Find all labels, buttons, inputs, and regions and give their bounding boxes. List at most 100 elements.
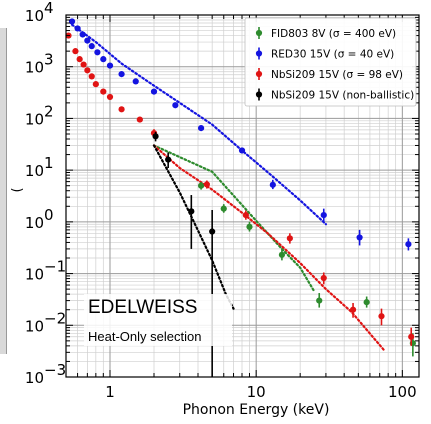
- data-point-series-2: [349, 302, 357, 318]
- y-tick-label-base: 10: [25, 110, 44, 128]
- data-point-series-1: [118, 70, 125, 78]
- x-tick-labels: 1 10 100: [105, 383, 416, 401]
- marker: [320, 274, 327, 282]
- marker: [238, 147, 246, 154]
- y-tick-label-exponent: −2: [44, 309, 66, 327]
- data-point-series-1: [172, 102, 179, 109]
- legend-box: [244, 17, 417, 107]
- marker: [84, 67, 91, 74]
- data-point-series-2: [408, 327, 415, 346]
- marker: [118, 106, 125, 113]
- y-axis-label-fragment: (: [10, 187, 25, 192]
- marker: [203, 181, 210, 188]
- data-point-series-2: [118, 106, 125, 113]
- data-point-series-3: [152, 131, 159, 142]
- data-points: [65, 18, 416, 377]
- data-point-series-1: [238, 147, 246, 154]
- y-tick-label-base: 10: [25, 266, 44, 284]
- marker: [150, 88, 158, 95]
- annotation-edelweiss: EDELWEISS: [88, 297, 197, 318]
- marker: [88, 43, 95, 50]
- marker: [320, 212, 327, 219]
- data-point-series-1: [94, 49, 101, 56]
- y-tick-label-base: 10: [25, 59, 44, 77]
- marker: [92, 81, 99, 88]
- y-tick-label: 10 −3: [25, 361, 66, 387]
- data-point-series-1: [100, 56, 107, 63]
- marker: [269, 181, 276, 188]
- y-tick-label-base: 10: [25, 369, 44, 387]
- legend-label: NbSi209 15V (non-ballistic): [271, 90, 414, 102]
- data-point-series-0: [246, 221, 253, 232]
- x-tick-label: 10: [247, 383, 266, 401]
- y-tick-label-exponent: 1: [44, 154, 54, 172]
- x-tick-label: 100: [388, 383, 417, 401]
- data-point-series-1: [84, 37, 91, 44]
- data-point-series-2: [242, 210, 249, 220]
- legend-marker: [255, 91, 263, 98]
- annotation-heat-only-selection: Heat-Only selection: [88, 329, 201, 344]
- marker: [79, 31, 86, 38]
- y-tick-label: 10 −2: [25, 309, 66, 335]
- data-point-series-2: [320, 272, 327, 285]
- data-point-series-1: [74, 25, 81, 32]
- legend-entry-3: NbSi209 15V (non-ballistic): [255, 88, 414, 102]
- data-point-series-2: [72, 48, 79, 55]
- data-point-series-1: [320, 208, 327, 222]
- marker: [152, 133, 159, 140]
- marker: [88, 73, 95, 80]
- marker: [165, 156, 172, 163]
- y-tick-label-base: 10: [25, 7, 44, 25]
- fit-line-series-2: [152, 144, 386, 352]
- legend-entry-0: FID803 8V (σ = 400 eV): [255, 27, 396, 40]
- marker: [198, 125, 205, 132]
- y-tick-label-exponent: 2: [44, 102, 54, 120]
- data-point-series-2: [203, 180, 210, 189]
- marker: [80, 61, 87, 68]
- marker: [94, 49, 101, 56]
- legend: FID803 8V (σ = 400 eV) RED30 15V (σ = 40 …: [244, 17, 417, 107]
- data-point-series-2: [378, 308, 385, 326]
- fit-line-series-0: [152, 144, 316, 293]
- x-tick-label: 1: [105, 383, 115, 401]
- y-tick-label-exponent: −3: [44, 361, 66, 379]
- marker: [100, 88, 107, 95]
- marker: [76, 56, 83, 63]
- marker: [72, 48, 79, 55]
- marker: [68, 18, 76, 25]
- y-tick-label-exponent: 3: [44, 51, 54, 69]
- data-point-series-2: [76, 56, 83, 63]
- left-strip-edge: [6, 28, 7, 354]
- data-point-series-1: [79, 31, 86, 38]
- marker: [286, 235, 293, 242]
- y-tick-label: 10 1: [25, 154, 54, 180]
- marker: [363, 299, 370, 306]
- y-tick-label-exponent: 0: [44, 206, 54, 224]
- marker: [316, 297, 323, 304]
- left-strip: [0, 28, 6, 354]
- legend-marker: [255, 70, 263, 78]
- marker: [408, 333, 415, 340]
- y-tick-label-base: 10: [25, 317, 44, 335]
- y-tick-label: 10 4: [25, 0, 54, 25]
- marker: [74, 25, 81, 32]
- data-point-series-2: [100, 88, 107, 95]
- data-point-series-1: [132, 78, 139, 85]
- data-point-series-0: [363, 296, 370, 308]
- marker: [198, 182, 205, 189]
- legend-entry-1: RED30 15V (σ = 40 eV): [255, 47, 394, 61]
- marker: [106, 93, 114, 101]
- legend-marker: [255, 29, 263, 37]
- annotation-backdrop: [84, 294, 232, 346]
- marker: [242, 212, 249, 219]
- marker: [100, 56, 107, 63]
- data-point-series-3: [209, 209, 216, 377]
- legend-label: FID803 8V (σ = 400 eV): [271, 28, 396, 40]
- data-point-series-0: [316, 293, 323, 308]
- legend-marker: [255, 50, 263, 57]
- y-tick-label: 10 3: [25, 51, 54, 77]
- marker: [349, 306, 357, 313]
- data-point-series-1: [269, 179, 276, 190]
- marker: [106, 62, 114, 69]
